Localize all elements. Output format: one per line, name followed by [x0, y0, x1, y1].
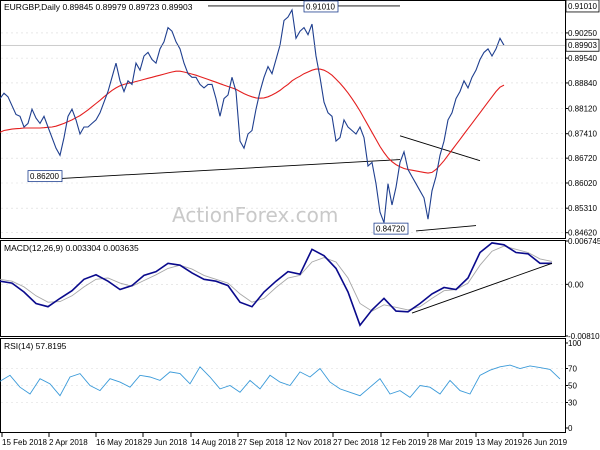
price-tick-label: 0.86020 [568, 179, 597, 188]
resistance-price-label: 0.91010 [568, 2, 597, 11]
price-tick-label: 0.85310 [568, 204, 597, 213]
rsi-tick-label: 30 [568, 399, 577, 408]
price-tick-label: 0.84620 [568, 229, 597, 238]
price-tick-label: 0.87410 [568, 130, 597, 139]
price-panel-title: EURGBP,Daily 0.89845 0.89979 0.89723 0.8… [4, 2, 193, 12]
macd-axis-ticks: 0.006745 0.00 -0.008109 [565, 237, 600, 341]
rsi-line [0, 364, 561, 399]
macd-series [0, 242, 553, 327]
macd-signal-line [0, 245, 553, 312]
macd-tick-label: -0.008109 [568, 332, 600, 341]
trendline-triangle-lower [415, 225, 477, 232]
macd-panel-title: MACD(12,26,9) 0.003304 0.003635 [4, 243, 139, 253]
rsi-tick-label: 70 [568, 365, 577, 374]
current-price-tag [565, 38, 600, 52]
price-line [0, 8, 505, 223]
macd-panel-frame [0, 240, 566, 337]
macd-line [0, 242, 552, 327]
rsi-axis-ticks: 100 70 50 30 0 [565, 339, 582, 433]
x-tick-label: 28 Mar 2019 [428, 438, 473, 447]
rsi-tick-label: 100 [568, 339, 582, 348]
moving-average-line [0, 68, 505, 174]
price-panel-frame [0, 0, 566, 239]
level-annotation-label: 0.84720 [376, 225, 405, 234]
rsi-panel-title: RSI(14) 57.8195 [4, 341, 67, 351]
price-tick-label: 0.88840 [568, 79, 597, 88]
price-tick-label: 0.86720 [568, 154, 597, 163]
rsi-tick-label: 50 [568, 382, 577, 391]
trendline-support [61, 159, 401, 179]
x-tick-label: 13 May 2019 [476, 438, 523, 447]
x-tick-label: 29 Jun 2018 [143, 438, 188, 447]
level-annotation-label: 0.91010 [306, 2, 335, 11]
x-tick-label: 27 Sep 2018 [238, 438, 284, 447]
price-tick-label: 0.89540 [568, 54, 597, 63]
level-annotation-box [27, 170, 63, 183]
x-tick-label: 27 Dec 2018 [333, 438, 379, 447]
watermark: ActionForex.com [172, 203, 338, 227]
trendline-triangle-upper [399, 135, 481, 162]
x-tick-label: 15 Feb 2018 [2, 438, 47, 447]
price-tick-label: 0.88120 [568, 105, 597, 114]
x-tick-label: 12 Feb 2019 [381, 438, 426, 447]
level-annotation-label: 0.86200 [30, 172, 59, 181]
rsi-panel-frame [0, 338, 566, 433]
level-annotation-box [373, 222, 409, 235]
level-annotation-box [303, 0, 339, 13]
x-tick-label: 12 Nov 2018 [286, 438, 332, 447]
price-series [0, 8, 505, 223]
rsi-series [0, 364, 561, 399]
rsi-tick-label: 0 [568, 424, 573, 433]
macd-trendline [411, 262, 553, 314]
price-tick-label: 0.90250 [568, 29, 597, 38]
rsi-grid [1, 368, 565, 403]
x-axis-ticks: 15 Feb 2018 2 Apr 2018 16 May 2018 29 Jun 2… [1, 433, 568, 447]
x-tick-label: 16 May 2018 [96, 438, 143, 447]
current-price-label: 0.89903 [568, 41, 597, 50]
price-axis-ticks: 0.84620 0.85310 0.86020 0.86720 0.87410 0.881… [1, 29, 600, 238]
price-annotations: 0.91010 0.86200 0.84720 0.91010 [27, 0, 600, 235]
macd-tick-label: 0.00 [568, 280, 584, 289]
x-tick-label: 2 Apr 2018 [49, 438, 88, 447]
x-tick-label: 14 Aug 2018 [191, 438, 236, 447]
x-tick-label: 26 Jun 2019 [523, 438, 568, 447]
macd-tick-label: 0.006745 [568, 237, 600, 246]
resistance-price-tag [565, 0, 600, 13]
